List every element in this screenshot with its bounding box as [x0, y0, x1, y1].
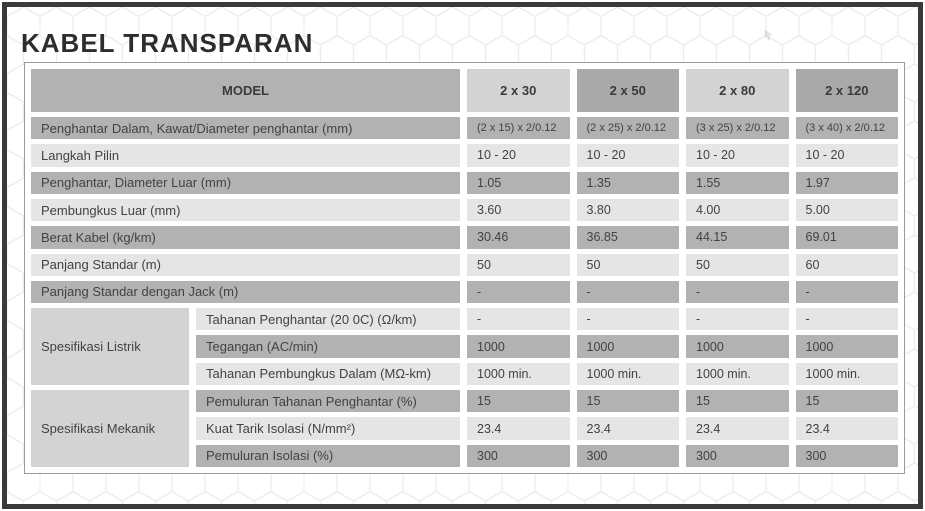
data-cell: - — [467, 308, 570, 331]
data-cell: 23.4 — [795, 417, 898, 440]
data-cell: 60 — [795, 253, 898, 276]
row-sublabel: Tegangan (AC/min) — [196, 335, 460, 358]
data-cell: - — [576, 308, 679, 331]
data-cell: 50 — [576, 253, 679, 276]
column-header-2x30: 2 x 30 — [467, 69, 570, 112]
data-cell: 1000 — [795, 335, 898, 358]
row-sublabel: Tahanan Penghantar (20 0C) (Ω/km) — [196, 308, 460, 331]
row-sublabel: Kuat Tarik Isolasi (N/mm²) — [196, 417, 460, 440]
data-cell: 300 — [576, 444, 679, 467]
row-sublabel: Tahanan Pembungkus Dalam (MΩ-km) — [196, 362, 460, 386]
data-cell: 5.00 — [795, 198, 898, 222]
column-header-2x50: 2 x 50 — [576, 69, 679, 112]
data-cell: 10 - 20 — [576, 144, 679, 167]
group-label-spesifikasi-listrik: Spesifikasi Listrik — [31, 308, 189, 386]
data-cell: 36.85 — [576, 226, 679, 249]
data-cell: (2 x 25) x 2/0.12 — [576, 117, 679, 140]
data-cell: 15 — [795, 390, 898, 413]
data-cell: 1.35 — [576, 171, 679, 194]
data-cell: 1000 min. — [467, 362, 570, 386]
row-label: Penghantar, Diameter Luar (mm) — [31, 171, 460, 194]
data-cell: - — [795, 280, 898, 304]
data-cell: 15 — [576, 390, 679, 413]
data-cell: - — [686, 308, 789, 331]
data-cell: (3 x 25) x 2/0.12 — [686, 117, 789, 140]
data-cell: 1000 — [467, 335, 570, 358]
data-cell: 3.80 — [576, 198, 679, 222]
column-header-2x80: 2 x 80 — [686, 69, 789, 112]
data-cell: 1.97 — [795, 171, 898, 194]
data-cell: 10 - 20 — [686, 144, 789, 167]
data-cell: (3 x 40) x 2/0.12 — [795, 117, 898, 140]
data-cell: 10 - 20 — [467, 144, 570, 167]
data-cell: 300 — [686, 444, 789, 467]
data-cell: 23.4 — [576, 417, 679, 440]
data-cell: 1000 min. — [686, 362, 789, 386]
data-cell: 30.46 — [467, 226, 570, 249]
row-label: Penghantar Dalam, Kawat/Diameter penghan… — [31, 117, 460, 140]
data-cell: 23.4 — [467, 417, 570, 440]
column-header-2x120: 2 x 120 — [795, 69, 898, 112]
row-label: Pembungkus Luar (mm) — [31, 198, 460, 222]
data-cell: 300 — [467, 444, 570, 467]
data-cell: 23.4 — [686, 417, 789, 440]
data-cell: - — [467, 280, 570, 304]
data-cell: 300 — [795, 444, 898, 467]
data-cell: 44.15 — [686, 226, 789, 249]
data-cell: - — [795, 308, 898, 331]
data-cell: 10 - 20 — [795, 144, 898, 167]
row-sublabel: Pemuluran Tahanan Penghantar (%) — [196, 390, 460, 413]
data-cell: 69.01 — [795, 226, 898, 249]
data-cell: 1000 — [686, 335, 789, 358]
row-label: Panjang Standar dengan Jack (m) — [31, 280, 460, 304]
row-sublabel: Pemuluran Isolasi (%) — [196, 444, 460, 467]
data-cell: 4.00 — [686, 198, 789, 222]
data-cell: 3.60 — [467, 198, 570, 222]
data-cell: 1.05 — [467, 171, 570, 194]
data-cell: (2 x 15) x 2/0.12 — [467, 117, 570, 140]
data-cell: 1000 — [576, 335, 679, 358]
row-label: Langkah Pilin — [31, 144, 460, 167]
data-cell: 1.55 — [686, 171, 789, 194]
data-cell: 1000 min. — [576, 362, 679, 386]
data-cell: - — [686, 280, 789, 304]
data-cell: 1000 min. — [795, 362, 898, 386]
row-label: Panjang Standar (m) — [31, 253, 460, 276]
data-cell: - — [576, 280, 679, 304]
row-label: Berat Kabel (kg/km) — [31, 226, 460, 249]
data-cell: 50 — [686, 253, 789, 276]
mouse-cursor-icon — [764, 29, 773, 41]
model-header-cell: MODEL — [31, 69, 460, 112]
data-cell: 15 — [467, 390, 570, 413]
spec-table: MODEL 2 x 30 2 x 50 2 x 80 2 x 120 Pengh… — [24, 62, 905, 474]
data-cell: 50 — [467, 253, 570, 276]
data-cell: 15 — [686, 390, 789, 413]
page-title: KABEL TRANSPARAN — [21, 28, 314, 58]
group-label-spesifikasi-mekanik: Spesifikasi Mekanik — [31, 390, 189, 467]
